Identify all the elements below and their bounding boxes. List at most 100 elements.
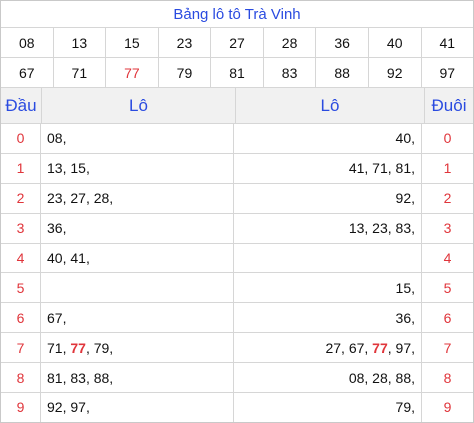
lo-right-cell: 27, 67, 77, 97, <box>234 333 422 363</box>
dau-cell: 2 <box>1 183 41 213</box>
number-cell: 77 <box>106 58 159 87</box>
lo-number: 08 <box>348 369 365 386</box>
lo-right-cell: 79, <box>234 393 422 422</box>
dau-cell: 7 <box>1 333 41 363</box>
lo-right-cell: 36, <box>234 303 422 333</box>
number-cell: 36 <box>316 28 369 57</box>
table-row: 5 15, 5 <box>1 273 473 304</box>
duoi-cell: 2 <box>443 190 452 207</box>
lo-right-cell: 41, 71, 81, <box>234 153 422 183</box>
dau-cell: 5 <box>1 273 41 303</box>
lo-number: 27 <box>325 339 342 356</box>
duoi-cell: 7 <box>443 339 452 356</box>
number-cell: 40 <box>369 28 422 57</box>
table-row: 8 81, 83, 88, 08, 28, 88, 8 <box>1 363 473 394</box>
duoi-cell: 6 <box>443 309 452 326</box>
numbers-row-2: 67 71 77 79 81 83 88 92 97 <box>1 58 473 88</box>
lo-number: 08 <box>47 130 63 147</box>
lo-number: 97 <box>395 339 412 356</box>
number-cell: 23 <box>159 28 212 57</box>
duoi-cell: 9 <box>443 399 452 416</box>
table-row: 9 92, 97, 79, 9 <box>1 393 473 422</box>
lo-number: 67 <box>348 339 365 356</box>
table-row: 6 67, 36, 6 <box>1 303 473 334</box>
number-cell: 79 <box>159 58 212 87</box>
duoi-cell: 0 <box>443 130 452 147</box>
lo-number: 92 <box>395 190 412 207</box>
lo-right-cell <box>234 243 422 273</box>
header-dau: Đầu <box>1 88 42 123</box>
lo-right-cell: 40, <box>234 124 422 153</box>
lo-left-cell: 71, 77, 79, <box>41 333 234 363</box>
numbers-row-1: 08 13 15 23 27 28 36 40 41 <box>1 28 473 58</box>
lo-left-cell: 92, 97, <box>41 393 234 422</box>
lo-right-cell: 08, 28, 88, <box>234 363 422 393</box>
number-cell: 08 <box>1 28 54 57</box>
lo-number: 81 <box>395 160 412 177</box>
lo-number: 71 <box>372 160 388 177</box>
table-body: 0 08, 40, 0 1 13, 15, 41, 71, 81, 1 2 23, 27, 28,… <box>1 124 473 422</box>
dau-cell: 8 <box>1 363 41 393</box>
lo-left-cell: 36, <box>41 213 234 243</box>
number-cell: 92 <box>369 58 422 87</box>
number-cell: 88 <box>316 58 369 87</box>
duoi-cell: 3 <box>443 220 452 237</box>
duoi-cell: 5 <box>443 279 452 296</box>
table-row: 0 08, 40, 0 <box>1 124 473 154</box>
lo-left-cell: 81, 83, 88, <box>41 363 234 393</box>
lo-number: 28 <box>372 369 388 386</box>
header-lo-right: Lô <box>236 88 425 123</box>
lo-number: 13 <box>348 220 365 237</box>
lo-right-cell: 15, <box>234 273 422 303</box>
lo-number: 81 <box>47 369 63 386</box>
number-cell: 71 <box>54 58 107 87</box>
table-row: 2 23, 27, 28, 92, 2 <box>1 183 473 214</box>
lo-number: 36 <box>395 309 412 326</box>
lo-number: 83 <box>70 369 86 386</box>
number-cell: 97 <box>439 64 456 81</box>
lo-left-cell: 08, <box>41 124 234 153</box>
lo-number: 77 <box>372 339 388 356</box>
header-duoi: Đuôi <box>431 95 467 115</box>
lo-number: 71 <box>47 339 63 356</box>
header-lo-left: Lô <box>42 88 236 123</box>
lo-number: 23 <box>372 220 388 237</box>
lo-number: 79 <box>395 399 412 416</box>
dau-cell: 1 <box>1 153 41 183</box>
lo-number: 41 <box>70 250 86 266</box>
table-row: 3 36, 13, 23, 83, 3 <box>1 213 473 244</box>
table-title: Bảng lô tô Trà Vinh <box>1 1 473 28</box>
lo-left-cell <box>41 273 234 303</box>
lo-number: 67 <box>47 309 63 326</box>
number-cell: 28 <box>264 28 317 57</box>
dau-cell: 0 <box>1 124 41 153</box>
lo-number: 28 <box>93 190 110 207</box>
lo-right-cell: 92, <box>234 183 422 213</box>
lo-number: 97 <box>70 399 86 416</box>
number-cell: 81 <box>211 58 264 87</box>
lo-number: 15 <box>70 160 86 177</box>
lo-right-cell: 13, 23, 83, <box>234 213 422 243</box>
duoi-cell: 4 <box>443 250 452 266</box>
lo-number: 79 <box>93 339 110 356</box>
lo-left-cell: 23, 27, 28, <box>41 183 234 213</box>
lo-number: 40 <box>47 250 63 266</box>
number-cell: 67 <box>1 58 54 87</box>
number-cell: 83 <box>264 58 317 87</box>
number-cell: 41 <box>439 34 456 51</box>
lo-number: 88 <box>395 369 412 386</box>
lo-number: 41 <box>348 160 365 177</box>
lo-number: 88 <box>93 369 110 386</box>
dau-cell: 9 <box>1 393 41 422</box>
dau-cell: 6 <box>1 303 41 333</box>
number-cell: 27 <box>211 28 264 57</box>
lo-left-cell: 67, <box>41 303 234 333</box>
lo-left-cell: 40, 41, <box>41 243 234 273</box>
lo-number: 13 <box>47 160 63 177</box>
number-cell: 15 <box>106 28 159 57</box>
lo-number: 15 <box>395 279 412 296</box>
table-row: 4 40, 41, 4 <box>1 243 473 274</box>
lo-number: 40 <box>395 130 412 147</box>
lo-number: 83 <box>395 220 412 237</box>
